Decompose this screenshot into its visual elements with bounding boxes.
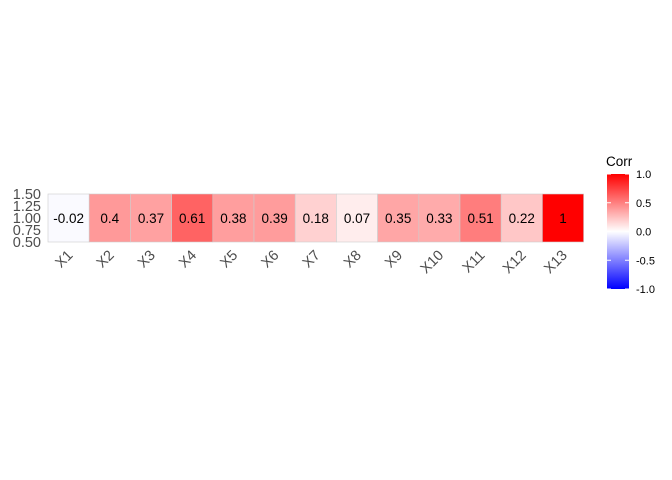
heatmap-cell [88, 193, 131, 243]
cell-value-label: -0.02 [53, 211, 84, 226]
heatmap-cell [500, 193, 543, 243]
cell-value-label: 0.33 [426, 211, 452, 226]
heatmap-cell [542, 193, 584, 243]
heatmap-cell [253, 193, 296, 243]
cell-value-label: 0.61 [179, 211, 205, 226]
heatmap-value-labels: -0.02 0.4 0.37 0.61 0.38 0.39 0.18 0.07 0.35 0.33… [53, 211, 567, 226]
legend-tick-label: -0.5 [636, 255, 655, 267]
cell-value-label: 0.51 [467, 211, 493, 226]
x-tick-label: X13 [541, 248, 571, 278]
legend-title: Corr [606, 154, 633, 169]
x-tick-label: X10 [418, 248, 448, 278]
heatmap-cell [130, 193, 172, 243]
cell-value-label: 0.35 [385, 211, 411, 226]
cell-value-label: 0.37 [138, 211, 164, 226]
heatmap-cell [171, 193, 214, 243]
cell-value-label: 0.4 [100, 211, 119, 226]
legend-tick-label: -1.0 [636, 284, 655, 296]
x-tick-label: X11 [460, 248, 489, 277]
cell-value-label: 1 [559, 211, 567, 226]
x-tick-label: X2 [94, 248, 118, 272]
heatmap-cell [294, 193, 337, 243]
y-tick-label: 1.25 [13, 199, 41, 215]
x-tick-label: X7 [300, 248, 324, 272]
cell-value-label: 0.22 [509, 211, 535, 226]
x-tick-label: X6 [259, 248, 283, 272]
x-tick-label: X8 [341, 248, 365, 272]
y-tick-label: 0.75 [13, 223, 41, 239]
x-tick-label: X5 [217, 248, 241, 272]
x-tick-label: X4 [176, 248, 200, 272]
cell-value-label: 0.38 [220, 211, 246, 226]
y-axis-ticks: 0.500.751.001.251.50 [13, 187, 41, 251]
y-tick-label: 1.00 [13, 211, 41, 227]
color-legend: Corr 1.0 0.5 0.0 -0.5 -1.0 [606, 154, 655, 296]
y-tick-label: 0.50 [13, 235, 41, 251]
x-tick-label: X12 [500, 248, 530, 278]
cell-value-label: 0.07 [344, 211, 370, 226]
cell-value-label: 0.39 [261, 211, 287, 226]
legend-tick-label: 0.0 [636, 227, 651, 239]
legend-colorbar [607, 174, 629, 289]
cell-value-label: 0.18 [303, 211, 329, 226]
x-axis-ticks: X1 X2 X3 X4 X5 X6 X7 X8 X9 X10 X11 X12 X13 [53, 248, 571, 278]
heatmap-cell [212, 193, 255, 243]
legend-tick-label: 1.0 [636, 169, 651, 181]
x-tick-label: X9 [382, 248, 406, 272]
heatmap-cell [459, 193, 502, 243]
x-tick-label: X3 [135, 248, 159, 272]
legend-ticks: 1.0 0.5 0.0 -0.5 -1.0 [607, 169, 655, 296]
legend-tick-label: 0.5 [636, 198, 651, 210]
heatmap-cell [336, 193, 378, 243]
heatmap-cells [47, 193, 584, 243]
heatmap-cell [418, 193, 461, 243]
x-tick-label: X1 [53, 248, 77, 272]
y-tick-label: 1.50 [13, 187, 41, 203]
